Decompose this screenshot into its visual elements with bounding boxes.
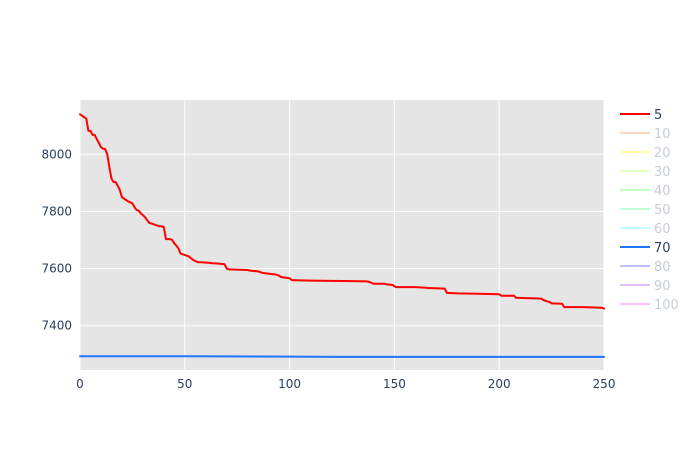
y-tick-label: 7400 [41, 319, 72, 333]
y-tick-label: 8000 [41, 147, 72, 161]
legend-label: 80 [654, 260, 671, 275]
legend-label: 5 [654, 108, 662, 123]
legend-item-60[interactable]: 60 [620, 222, 671, 237]
x-tick-label: 200 [488, 377, 511, 391]
legend-item-90[interactable]: 90 [620, 279, 671, 294]
legend-item-70[interactable]: 70 [620, 241, 671, 256]
legend-label: 70 [654, 241, 671, 256]
x-tick-label: 50 [177, 377, 192, 391]
y-tick-label: 7800 [41, 204, 72, 218]
x-tick-label: 150 [383, 377, 406, 391]
legend-label: 20 [654, 146, 671, 161]
legend-label: 60 [654, 222, 671, 237]
legend-label: 90 [654, 279, 671, 294]
legend-item-30[interactable]: 30 [620, 165, 671, 180]
series-line-70 [79, 355, 605, 358]
legend-item-20[interactable]: 20 [620, 146, 671, 161]
legend-item-50[interactable]: 50 [620, 203, 671, 218]
legend-label: 100 [654, 298, 679, 313]
legend-label: 30 [654, 165, 671, 180]
y-tick-label: 7600 [41, 262, 72, 276]
x-tick-label: 250 [593, 377, 616, 391]
legend-label: 40 [654, 184, 671, 199]
series-line-5 [79, 113, 605, 310]
x-tick-label: 0 [76, 377, 84, 391]
y-axis-ticks: 7400 7600 7800 8000 [41, 147, 72, 332]
legend-item-40[interactable]: 40 [620, 184, 671, 199]
legend[interactable]: 5 10 20 30 40 50 60 70 80 90 100 [620, 108, 679, 313]
legend-label: 10 [654, 127, 671, 142]
legend-item-5[interactable]: 5 [620, 108, 662, 123]
series-lines [79, 113, 605, 358]
x-tick-label: 100 [278, 377, 301, 391]
legend-label: 50 [654, 203, 671, 218]
x-axis-ticks: 0 50 100 150 200 250 [76, 377, 615, 391]
plot-background [80, 100, 604, 370]
grid-lines [79, 100, 605, 370]
legend-item-80[interactable]: 80 [620, 260, 671, 275]
legend-item-10[interactable]: 10 [620, 127, 671, 142]
legend-item-100[interactable]: 100 [620, 298, 679, 313]
